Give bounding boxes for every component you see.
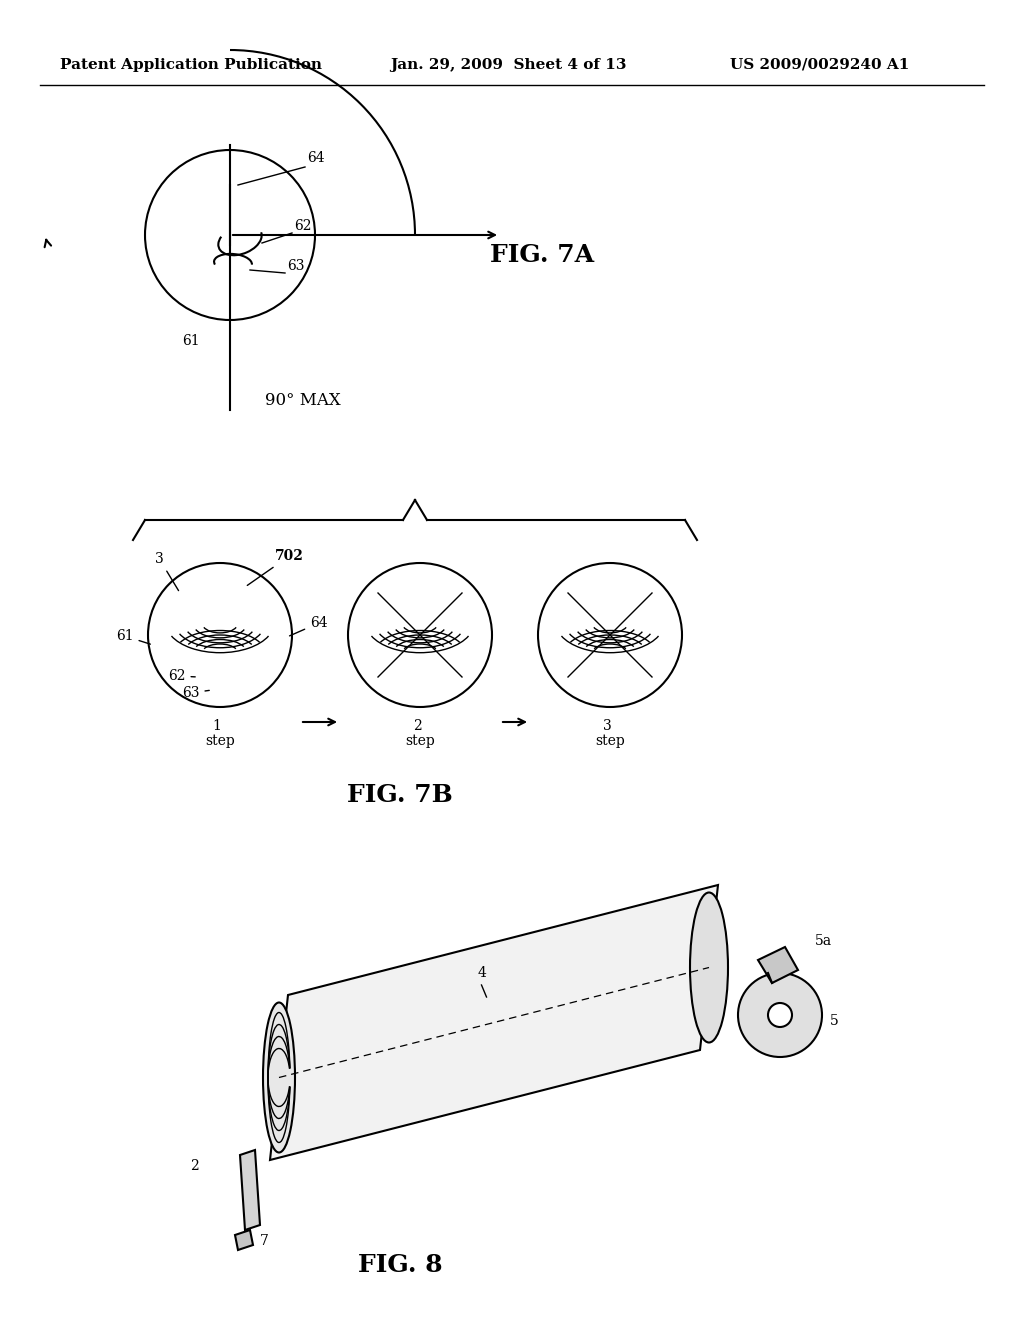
Text: step: step bbox=[595, 734, 625, 748]
Text: Patent Application Publication: Patent Application Publication bbox=[60, 58, 322, 73]
Text: 4: 4 bbox=[477, 966, 486, 979]
Text: 90° MAX: 90° MAX bbox=[265, 392, 341, 409]
Text: 2: 2 bbox=[190, 1159, 199, 1173]
Text: FIG. 8: FIG. 8 bbox=[357, 1253, 442, 1276]
Text: 61: 61 bbox=[116, 630, 151, 644]
Text: 3: 3 bbox=[603, 719, 611, 733]
Text: 63: 63 bbox=[182, 686, 209, 700]
Ellipse shape bbox=[690, 892, 728, 1043]
Text: FIG. 7B: FIG. 7B bbox=[347, 783, 453, 807]
Polygon shape bbox=[240, 1150, 260, 1230]
Text: US 2009/0029240 A1: US 2009/0029240 A1 bbox=[730, 58, 909, 73]
Text: 64: 64 bbox=[307, 150, 325, 165]
Text: 63: 63 bbox=[287, 259, 304, 273]
Text: FIG. 7A: FIG. 7A bbox=[490, 243, 594, 267]
Text: 62: 62 bbox=[168, 669, 196, 682]
Text: step: step bbox=[205, 734, 234, 748]
Text: 702: 702 bbox=[247, 549, 304, 585]
Text: 5: 5 bbox=[830, 1014, 839, 1028]
Text: Jan. 29, 2009  Sheet 4 of 13: Jan. 29, 2009 Sheet 4 of 13 bbox=[390, 58, 627, 73]
Circle shape bbox=[768, 1003, 792, 1027]
Text: 2: 2 bbox=[413, 719, 421, 733]
Text: 1: 1 bbox=[213, 719, 221, 733]
Text: 64: 64 bbox=[290, 616, 328, 636]
Text: 7: 7 bbox=[260, 1234, 269, 1247]
Text: 3: 3 bbox=[155, 552, 178, 590]
Text: 62: 62 bbox=[294, 219, 311, 234]
Polygon shape bbox=[270, 884, 718, 1160]
Circle shape bbox=[738, 973, 822, 1057]
Text: 5a: 5a bbox=[815, 935, 833, 948]
Polygon shape bbox=[758, 946, 798, 983]
Polygon shape bbox=[234, 1230, 253, 1250]
Ellipse shape bbox=[263, 1002, 295, 1152]
Text: 61: 61 bbox=[182, 334, 200, 348]
Text: step: step bbox=[406, 734, 435, 748]
